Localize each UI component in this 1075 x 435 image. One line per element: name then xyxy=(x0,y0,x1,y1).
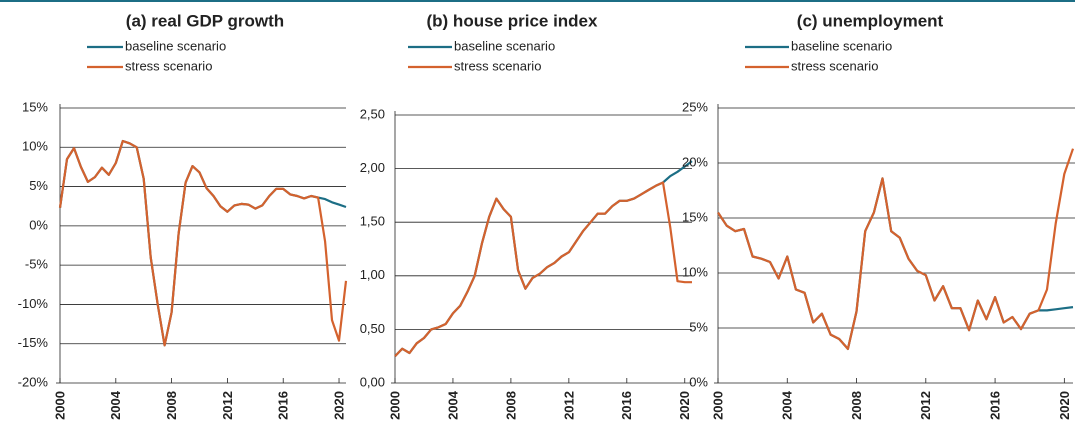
legend-label: baseline scenario xyxy=(454,38,555,53)
panel-title: (a) real GDP growth xyxy=(126,11,284,30)
panel-title: (c) unemployment xyxy=(797,11,944,30)
y-tick-label: 10% xyxy=(682,264,708,279)
top-border xyxy=(0,0,1075,2)
legend-label: baseline scenario xyxy=(125,38,226,53)
series-line xyxy=(394,181,692,357)
y-tick-label: 15% xyxy=(682,209,708,224)
y-tick-label: 15% xyxy=(22,99,48,114)
y-tick-label: 25% xyxy=(682,99,708,114)
y-tick-label: 10% xyxy=(22,139,48,154)
y-tick-label: -10% xyxy=(18,296,49,311)
x-tick-label: 2016 xyxy=(619,391,634,420)
panel-title: (b) house price index xyxy=(427,11,599,30)
x-tick-label: 2008 xyxy=(503,391,518,420)
series-line xyxy=(58,139,347,347)
x-tick-label: 2020 xyxy=(331,391,346,420)
x-tick-label: 2004 xyxy=(445,390,460,420)
x-tick-label: 2004 xyxy=(780,390,795,420)
y-tick-label: -20% xyxy=(18,374,49,389)
y-tick-label: 0,50 xyxy=(360,321,385,336)
x-tick-label: 2000 xyxy=(710,391,725,420)
x-tick-label: 2004 xyxy=(108,390,123,420)
x-tick-label: 2012 xyxy=(561,391,576,420)
y-tick-label: 0% xyxy=(689,374,708,389)
y-tick-label: -15% xyxy=(18,335,49,350)
y-tick-label: 0,00 xyxy=(360,374,385,389)
x-tick-label: 2008 xyxy=(164,391,179,420)
x-tick-label: 2020 xyxy=(677,391,692,420)
y-tick-label: 5% xyxy=(29,178,48,193)
x-tick-label: 2012 xyxy=(918,391,933,420)
y-tick-label: -5% xyxy=(25,257,49,272)
x-tick-label: 2016 xyxy=(988,391,1003,420)
y-tick-label: 20% xyxy=(682,154,708,169)
x-tick-label: 2000 xyxy=(52,391,67,420)
series-line xyxy=(58,139,348,347)
y-tick-label: 5% xyxy=(689,319,708,334)
x-tick-label: 2008 xyxy=(849,391,864,420)
y-tick-label: 2,00 xyxy=(360,160,385,175)
x-tick-label: 2012 xyxy=(220,391,235,420)
x-tick-label: 2016 xyxy=(276,391,291,420)
series-line xyxy=(717,148,1075,350)
legend-label: baseline scenario xyxy=(791,38,892,53)
legend-label: stress scenario xyxy=(791,58,878,73)
legend-label: stress scenario xyxy=(125,58,212,73)
x-tick-label: 2020 xyxy=(1057,391,1072,420)
legend-label: stress scenario xyxy=(454,58,541,73)
x-tick-label: 2000 xyxy=(387,391,402,420)
y-tick-label: 1,50 xyxy=(360,214,385,229)
y-tick-label: 1,00 xyxy=(360,267,385,282)
y-tick-label: 2,50 xyxy=(360,106,385,121)
y-tick-label: 0% xyxy=(29,217,48,232)
